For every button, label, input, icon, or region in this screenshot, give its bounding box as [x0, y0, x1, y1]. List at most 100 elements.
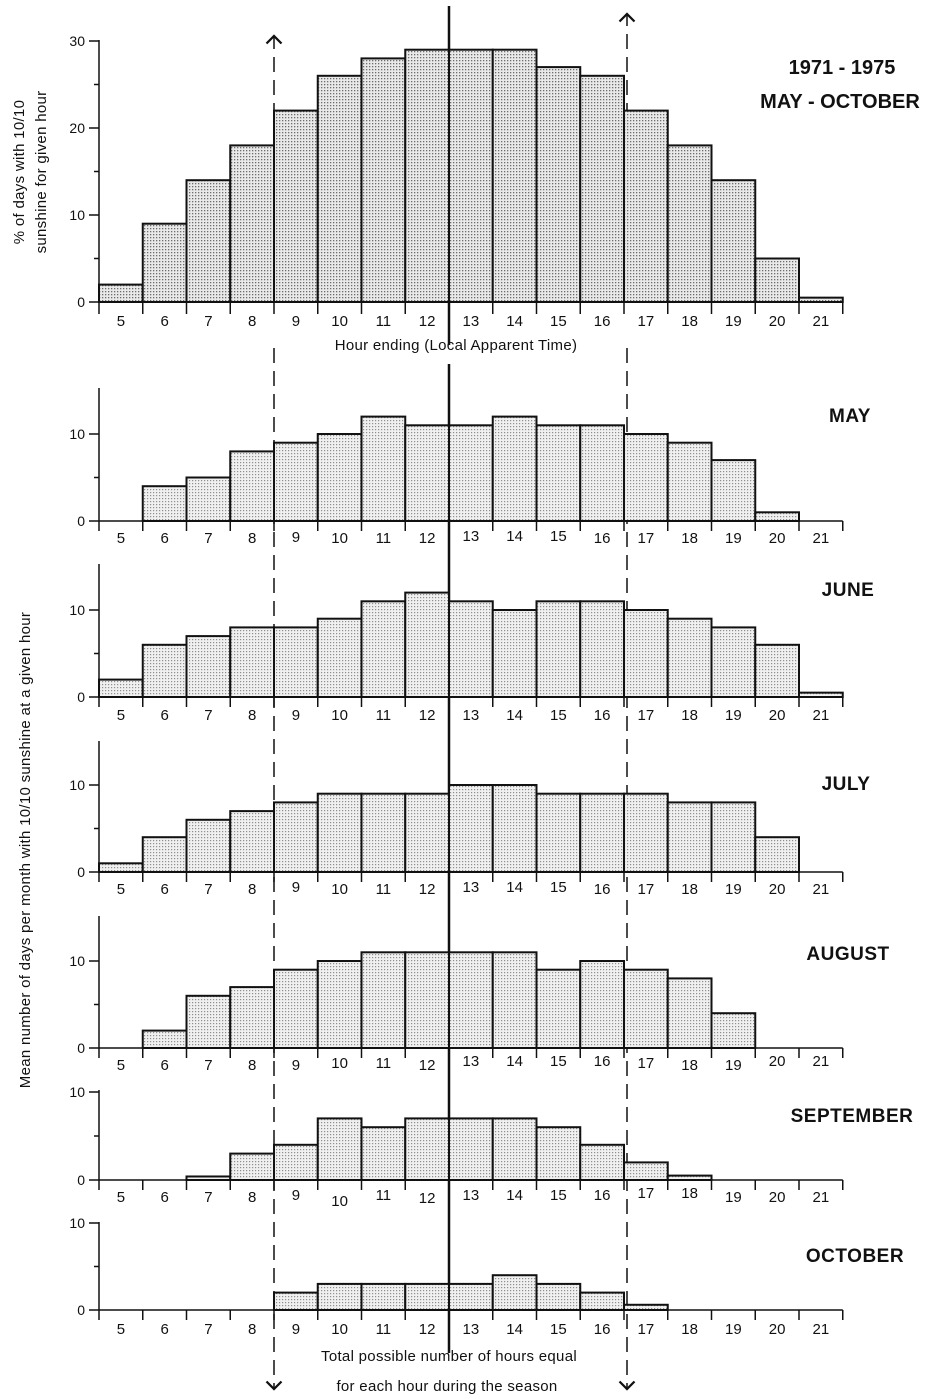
x-label-september-11: 11 — [376, 1187, 392, 1204]
x-label-may-15: 15 — [550, 528, 567, 545]
y-label-season-20: 20 — [69, 120, 85, 136]
y-label-august-10: 10 — [69, 953, 85, 969]
x-label-october-10: 10 — [331, 1321, 348, 1338]
x-label-july-9: 9 — [292, 879, 300, 896]
bar-season-5 — [98, 283, 144, 304]
bar-june-12 — [404, 591, 450, 698]
bar-july-17 — [623, 792, 669, 874]
x-label-june-20: 20 — [769, 707, 786, 724]
bar-june-8 — [229, 626, 275, 699]
x-label-october-7: 7 — [204, 1321, 212, 1338]
bar-july-20 — [754, 836, 800, 874]
bar-october-16 — [579, 1291, 625, 1311]
bar-season-11 — [360, 57, 407, 304]
bar-june-17 — [623, 609, 669, 698]
x-label-august-11: 11 — [376, 1055, 392, 1072]
y-label-september-0: 0 — [77, 1172, 85, 1188]
x-label-may-13: 13 — [463, 528, 480, 545]
x-label-may-9: 9 — [292, 529, 300, 546]
bar-may-7 — [185, 476, 232, 522]
x-label-august-7: 7 — [204, 1057, 212, 1074]
bar-june-19 — [710, 626, 757, 699]
y-label-july-0: 0 — [77, 864, 85, 880]
x-label-july-18: 18 — [681, 881, 698, 898]
x-label-august-6: 6 — [160, 1057, 168, 1074]
bar-may-12 — [404, 424, 450, 522]
x-label-season-14: 14 — [506, 313, 523, 330]
bar-september-17 — [623, 1161, 669, 1182]
bar-august-18 — [666, 977, 713, 1050]
bar-august-7 — [185, 994, 232, 1049]
x-label-july-7: 7 — [204, 881, 212, 898]
bar-august-15 — [535, 968, 582, 1050]
x-label-may-18: 18 — [681, 530, 698, 547]
x-label-august-12: 12 — [419, 1057, 436, 1074]
bar-season-9 — [273, 109, 319, 303]
y-label-october-10: 10 — [69, 1215, 85, 1231]
x-label-october-17: 17 — [638, 1321, 655, 1338]
top-ylabel-line1: % of days with 10/10 — [11, 100, 28, 244]
x-label-june-21: 21 — [813, 707, 830, 724]
x-label-season-19: 19 — [725, 313, 742, 330]
x-label-season-7: 7 — [204, 313, 212, 330]
x-label-may-11: 11 — [376, 530, 392, 547]
x-label-july-8: 8 — [248, 881, 256, 898]
x-label-may-12: 12 — [419, 530, 436, 547]
x-label-september-5: 5 — [117, 1189, 125, 1206]
x-label-august-10: 10 — [331, 1055, 348, 1072]
bar-august-14 — [491, 951, 538, 1049]
bar-season-10 — [316, 74, 363, 303]
x-label-season-17: 17 — [638, 313, 655, 330]
x-label-june-13: 13 — [463, 707, 480, 724]
bar-june-6 — [141, 643, 188, 698]
bar-july-15 — [535, 792, 582, 874]
bar-june-11 — [360, 600, 407, 698]
bar-august-17 — [623, 968, 669, 1050]
bar-august-11 — [360, 951, 407, 1049]
bar-june-14 — [491, 609, 538, 698]
x-label-july-5: 5 — [117, 881, 125, 898]
bar-september-15 — [535, 1126, 582, 1181]
bottom-note-line2: for each hour during the season — [336, 1378, 557, 1395]
x-label-june-6: 6 — [160, 707, 168, 724]
bar-season-16 — [579, 74, 625, 303]
bar-september-14 — [491, 1117, 538, 1182]
bar-may-20 — [754, 511, 800, 522]
x-label-may-16: 16 — [594, 530, 611, 547]
x-label-august-20: 20 — [769, 1053, 786, 1070]
bar-july-18 — [666, 801, 713, 874]
x-label-july-10: 10 — [331, 881, 348, 898]
y-label-july-10: 10 — [69, 777, 85, 793]
x-label-june-17: 17 — [638, 707, 655, 724]
bar-may-6 — [141, 485, 188, 523]
x-label-august-21: 21 — [813, 1053, 830, 1070]
x-label-august-14: 14 — [506, 1053, 523, 1070]
x-label-season-6: 6 — [160, 313, 168, 330]
bar-season-18 — [666, 144, 713, 303]
x-label-october-16: 16 — [594, 1321, 611, 1338]
panel-july: 5 6 7 8 9 10 11 12 13 14 15 16 17 18 19 20 21 0 10 JULY — [69, 741, 870, 898]
y-label-season-30: 30 — [69, 33, 85, 49]
bar-may-13 — [448, 424, 494, 522]
bar-october-11 — [360, 1282, 407, 1312]
bar-season-15 — [535, 66, 582, 303]
x-label-july-15: 15 — [550, 879, 567, 896]
x-label-october-13: 13 — [463, 1321, 480, 1338]
x-label-july-12: 12 — [419, 881, 436, 898]
bar-season-14 — [491, 48, 538, 304]
x-label-season-20: 20 — [769, 313, 786, 330]
bar-july-11 — [360, 792, 407, 874]
bar-july-5 — [98, 862, 144, 873]
x-label-august-16: 16 — [594, 1053, 611, 1070]
x-label-june-15: 15 — [550, 707, 567, 724]
bar-october-15 — [535, 1282, 582, 1312]
x-label-june-14: 14 — [506, 707, 523, 724]
month-title-october: OCTOBER — [806, 1246, 904, 1267]
panel-september: 5 6 7 8 9 10 11 12 13 14 15 16 17 18 19 20 21 0 10 SEPTEMBE… — [69, 1084, 912, 1210]
x-label-october-15: 15 — [550, 1321, 567, 1338]
bar-may-14 — [491, 415, 538, 523]
x-label-september-21: 21 — [813, 1189, 830, 1206]
x-label-august-8: 8 — [248, 1057, 256, 1074]
x-label-may-5: 5 — [117, 530, 125, 547]
